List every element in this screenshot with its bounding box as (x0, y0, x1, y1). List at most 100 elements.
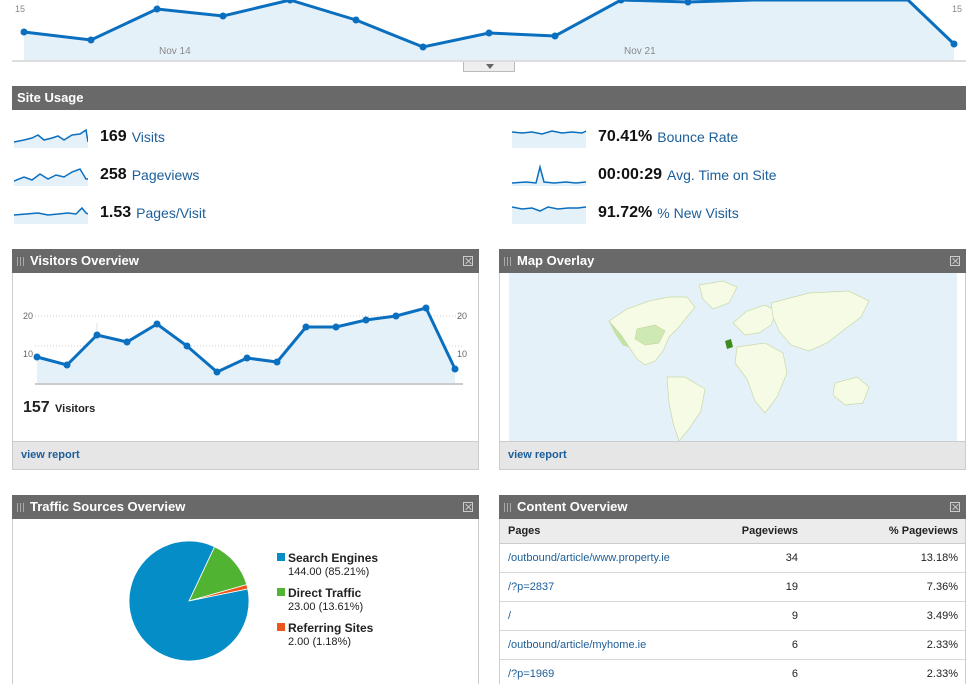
legend-name: Referring Sites (288, 621, 374, 635)
site-usage-title: Site Usage (17, 90, 84, 105)
map-region (725, 339, 733, 349)
metric-bounce-rate: 70.41% Bounce Rate (512, 125, 738, 149)
axis-label-left: 15 (15, 4, 25, 14)
visitors-footer: view report (13, 441, 478, 469)
page-link[interactable]: /outbound/article/myhome.ie (508, 638, 647, 651)
traffic-pie-chart (128, 540, 250, 662)
content-overview-title: Content Overview (517, 499, 628, 514)
page-link[interactable]: /?p=2837 (508, 580, 555, 593)
map-overlay-header[interactable]: Map Overlay (499, 249, 966, 273)
visitors-total: 157 Visitors (23, 399, 95, 417)
table-row: / 9 3.49% (500, 601, 965, 631)
table-header-row: Pages Pageviews % Pageviews (500, 519, 965, 544)
legend-value: 23.00 (13.61%) (288, 601, 364, 613)
site-usage-header: Site Usage (12, 86, 966, 110)
metric-pages-visit: 1.53 Pages/Visit (14, 201, 206, 225)
new-visits-link[interactable]: % New Visits (657, 205, 739, 221)
visitors-overview-panel: 20 10 20 10 157 Visitors view report (12, 273, 479, 470)
content-overview-panel: Pages Pageviews % Pageviews /outbound/ar… (499, 519, 966, 684)
pageviews-cell: 6 (717, 630, 806, 660)
legend-swatch (277, 588, 285, 596)
axis-label: 20 (457, 311, 467, 321)
chart-collapse-toggle[interactable] (463, 62, 515, 72)
map-region (608, 320, 630, 348)
pageviews-value: 258 (100, 166, 127, 183)
visitors-label: Visitors (55, 403, 96, 415)
map-region (634, 324, 666, 346)
legend-name: Search Engines (288, 551, 379, 565)
column-header-percent[interactable]: % Pageviews (806, 519, 965, 544)
map-overlay-title: Map Overlay (517, 253, 595, 268)
avg-time-link[interactable]: Avg. Time on Site (667, 167, 777, 183)
close-icon[interactable] (463, 502, 473, 512)
world-map[interactable] (509, 273, 957, 441)
legend-swatch (277, 553, 285, 561)
content-overview-header[interactable]: Content Overview (499, 495, 966, 519)
drag-handle-icon[interactable] (17, 257, 24, 266)
metric-pageviews: 258 Pageviews (14, 163, 199, 187)
pageviews-cell: 19 (717, 572, 806, 602)
pages-visit-value: 1.53 (100, 204, 132, 221)
pageviews-link[interactable]: Pageviews (131, 167, 200, 183)
axis-label: 10 (23, 349, 33, 359)
table-row: /?p=1969 6 2.33% (500, 659, 965, 684)
table-row: /outbound/article/myhome.ie 6 2.33% (500, 630, 965, 660)
new-visits-value: 91.72% (598, 204, 653, 221)
map-footer: view report (500, 441, 965, 469)
pageviews-cell: 9 (717, 601, 806, 631)
sparkline-icon (512, 206, 586, 224)
pages-visit-link[interactable]: Pages/Visit (136, 205, 206, 221)
metric-visits: 169 Visits (14, 125, 165, 149)
traffic-sources-panel: Search Engines 144.00 (85.21%) Direct Tr… (12, 519, 479, 684)
page-link[interactable]: / (508, 609, 512, 622)
pageviews-cell: 34 (717, 543, 806, 573)
date-label: Nov 14 (159, 46, 191, 57)
pageviews-cell: 6 (717, 659, 806, 684)
view-report-link[interactable]: view report (508, 449, 567, 461)
metric-avg-time: 00:00:29 Avg. Time on Site (512, 163, 777, 187)
axis-label: 10 (457, 349, 467, 359)
axis-label-right: 15 (952, 4, 962, 14)
view-report-link[interactable]: view report (21, 449, 80, 461)
sparkline-icon (14, 206, 88, 224)
traffic-sources-title: Traffic Sources Overview (30, 499, 186, 514)
top-visits-chart: 15 15 Nov 14 Nov 21 (12, 0, 966, 62)
percent-cell: 3.49% (806, 601, 965, 631)
legend-value: 144.00 (85.21%) (288, 566, 370, 578)
visits-value: 169 (100, 128, 127, 145)
close-icon[interactable] (950, 502, 960, 512)
sparkline-icon (512, 130, 586, 148)
legend-value: 2.00 (1.18%) (288, 636, 351, 648)
visitors-overview-header[interactable]: Visitors Overview (12, 249, 479, 273)
drag-handle-icon[interactable] (504, 503, 511, 512)
visitors-count: 157 (23, 399, 50, 416)
sparkline-icon (14, 128, 88, 148)
close-icon[interactable] (950, 256, 960, 266)
legend-name: Direct Traffic (288, 586, 362, 600)
visitors-chart: 20 10 20 10 (23, 304, 467, 385)
sparkline-icon (512, 164, 586, 186)
page-link[interactable]: /outbound/article/www.property.ie (508, 551, 670, 564)
close-icon[interactable] (463, 256, 473, 266)
metric-new-visits: 91.72% % New Visits (512, 201, 739, 225)
table-row: /outbound/article/www.property.ie 34 13.… (500, 543, 965, 573)
page-link[interactable]: /?p=1969 (508, 667, 555, 680)
content-table: Pages Pageviews % Pageviews /outbound/ar… (500, 519, 965, 684)
bounce-rate-link[interactable]: Bounce Rate (657, 129, 739, 145)
table-row: /?p=2837 19 7.36% (500, 572, 965, 602)
drag-handle-icon[interactable] (17, 503, 24, 512)
avg-time-value: 00:00:29 (598, 166, 663, 183)
chevron-down-icon (486, 64, 494, 69)
percent-cell: 2.33% (806, 659, 965, 684)
visits-link[interactable]: Visits (131, 129, 165, 145)
column-header-pages[interactable]: Pages (500, 519, 718, 544)
drag-handle-icon[interactable] (504, 257, 511, 266)
sparkline-icon (14, 168, 88, 186)
legend-swatch (277, 623, 285, 631)
percent-cell: 13.18% (806, 543, 965, 573)
traffic-sources-header[interactable]: Traffic Sources Overview (12, 495, 479, 519)
percent-cell: 7.36% (806, 572, 965, 602)
axis-label: 20 (23, 311, 33, 321)
map-overlay-panel: view report (499, 273, 966, 470)
column-header-pageviews[interactable]: Pageviews (717, 519, 806, 544)
